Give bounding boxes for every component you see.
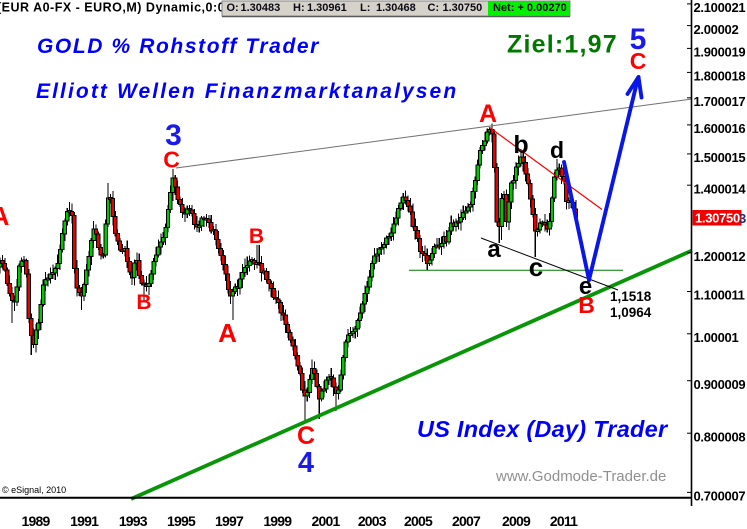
svg-text:1997: 1997 bbox=[215, 513, 244, 529]
svg-text:1.100011: 1.100011 bbox=[694, 288, 745, 303]
svg-text:0.800008: 0.800008 bbox=[694, 429, 746, 444]
svg-text:1,1518: 1,1518 bbox=[610, 289, 652, 304]
svg-text:www.Godmode-Trader.de: www.Godmode-Trader.de bbox=[495, 468, 666, 485]
svg-text:C: C bbox=[163, 147, 180, 173]
svg-text:L:: L: bbox=[360, 2, 370, 14]
svg-text:A: A bbox=[0, 201, 10, 231]
svg-text:3: 3 bbox=[165, 119, 182, 152]
svg-text:2009: 2009 bbox=[502, 513, 531, 529]
svg-text:2.00002: 2.00002 bbox=[694, 22, 739, 37]
svg-text:1.600016: 1.600016 bbox=[694, 121, 746, 136]
svg-text:1.800018: 1.800018 bbox=[694, 69, 746, 84]
svg-text:1.30750: 1.30750 bbox=[443, 2, 483, 14]
svg-text:B: B bbox=[249, 225, 264, 248]
svg-text:1993: 1993 bbox=[119, 513, 148, 529]
svg-text:3: 3 bbox=[739, 211, 746, 226]
svg-text:Elliott Wellen Finanzmarktanal: Elliott Wellen Finanzmarktanalysen bbox=[36, 80, 458, 103]
svg-text:1.900019: 1.900019 bbox=[694, 45, 746, 60]
svg-text:1991: 1991 bbox=[70, 513, 99, 529]
svg-text:2011: 2011 bbox=[550, 513, 578, 529]
svg-text:Net: + 0.00270: Net: + 0.00270 bbox=[493, 2, 567, 14]
svg-text:1.30483: 1.30483 bbox=[241, 2, 281, 14]
svg-text:0.700007: 0.700007 bbox=[694, 489, 746, 504]
svg-text:B: B bbox=[136, 291, 151, 314]
svg-text:e: e bbox=[579, 273, 592, 300]
svg-text:0.900009: 0.900009 bbox=[694, 377, 746, 392]
svg-text:1999: 1999 bbox=[263, 513, 292, 529]
svg-text:1,0964: 1,0964 bbox=[610, 305, 652, 320]
svg-text:b: b bbox=[513, 131, 528, 159]
svg-text:A: A bbox=[479, 100, 497, 128]
svg-text:1.30961: 1.30961 bbox=[307, 2, 347, 14]
svg-text:H:: H: bbox=[293, 2, 305, 14]
svg-text:1.00001: 1.00001 bbox=[694, 330, 739, 345]
svg-text:1.200012: 1.200012 bbox=[694, 249, 746, 264]
svg-text:1.500015: 1.500015 bbox=[694, 150, 746, 165]
svg-text:1989: 1989 bbox=[22, 513, 51, 529]
svg-text:1.700017: 1.700017 bbox=[694, 94, 746, 109]
svg-text:1.30750: 1.30750 bbox=[695, 211, 740, 226]
svg-text:US Index (Day) Trader: US Index (Day) Trader bbox=[417, 416, 669, 442]
svg-text:1.30468: 1.30468 bbox=[376, 2, 416, 14]
svg-text:O:: O: bbox=[227, 2, 239, 14]
svg-text:(EUR A0-FX - EURO,M) Dynamic,0: (EUR A0-FX - EURO,M) Dynamic,0:00 bbox=[0, 1, 233, 15]
svg-text:C: C bbox=[297, 422, 315, 450]
svg-text:a: a bbox=[487, 236, 501, 263]
svg-text:1.400014: 1.400014 bbox=[694, 181, 747, 196]
svg-text:2001: 2001 bbox=[312, 513, 341, 529]
svg-text:c: c bbox=[529, 252, 543, 282]
svg-text:d: d bbox=[550, 137, 564, 163]
svg-text:C: C bbox=[630, 48, 647, 74]
svg-text:B: B bbox=[578, 292, 595, 318]
svg-text:A: A bbox=[218, 318, 237, 348]
svg-text:2003: 2003 bbox=[358, 513, 387, 529]
svg-text:4: 4 bbox=[298, 447, 314, 479]
svg-text:Ziel:1,97: Ziel:1,97 bbox=[507, 31, 618, 59]
svg-text:© eSignal, 2010: © eSignal, 2010 bbox=[2, 485, 66, 495]
svg-text:2007: 2007 bbox=[452, 513, 481, 529]
svg-text:2005: 2005 bbox=[404, 513, 433, 529]
svg-text:C:: C: bbox=[428, 2, 440, 14]
svg-text:GOLD % Rohstoff Trader: GOLD % Rohstoff Trader bbox=[37, 35, 320, 58]
svg-text:5: 5 bbox=[630, 23, 647, 56]
svg-text:2.100021: 2.100021 bbox=[694, 0, 746, 15]
svg-text:1995: 1995 bbox=[167, 513, 196, 529]
